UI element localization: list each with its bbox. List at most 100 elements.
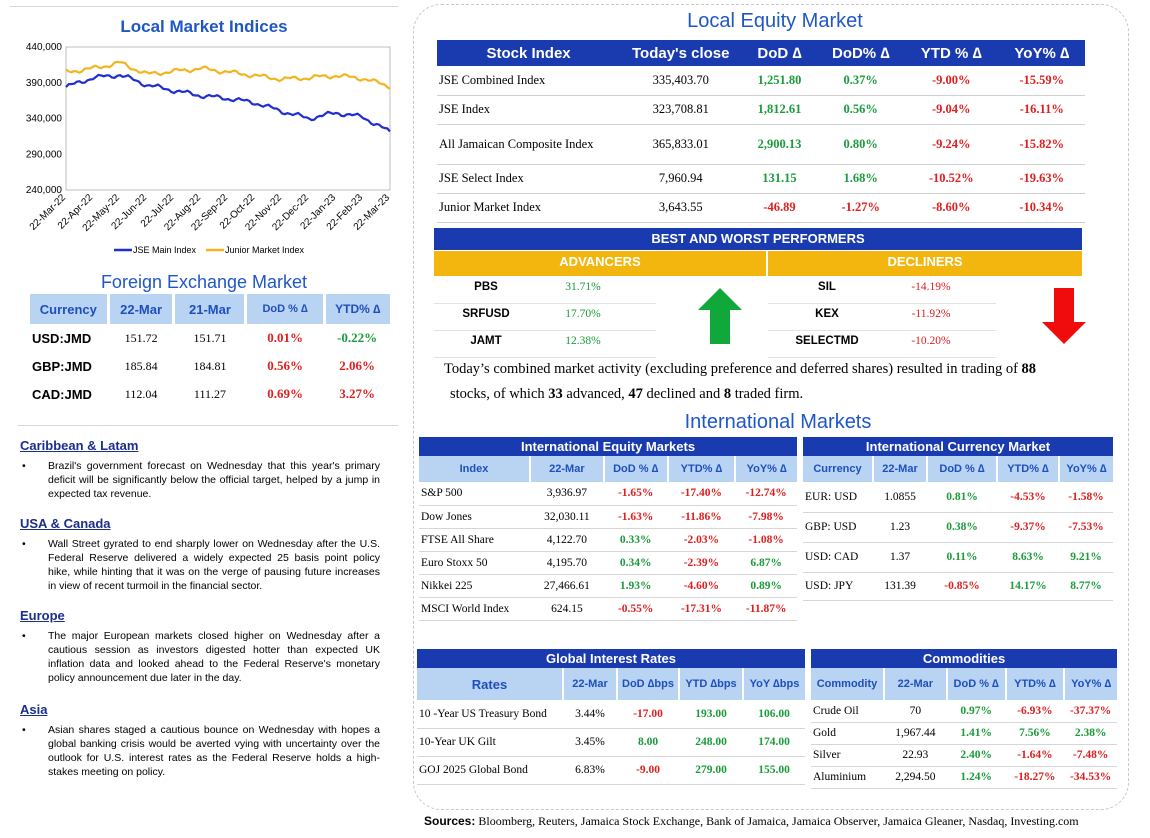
intl-eq-ytd: -4.60% <box>683 579 720 592</box>
intl-eq-name: Nikkei 225 <box>421 579 473 592</box>
fx-row: CAD:JMD 112.04 111.27 0.69% 3.27% <box>30 380 390 408</box>
rates-yoy: 174.00 <box>758 736 790 748</box>
fx-col-22mar: 22-Mar <box>106 294 174 324</box>
equity-dod: 1,251.80 <box>757 72 802 87</box>
rates-yoy: 106.00 <box>758 707 790 720</box>
rates-dod: -9.00 <box>636 764 660 776</box>
equity-row: All Jamaican Composite Index 365,833.01 2,… <box>437 124 1085 164</box>
rates-ytd: 279.00 <box>695 764 727 776</box>
intl-eq-value: 4,122.70 <box>546 533 588 546</box>
intl-eq-dod: -1.65% <box>617 487 654 500</box>
rates-dod: 8.00 <box>637 736 659 748</box>
commodities-table: Commodity 22-Mar DoD % ∆ YTD% ∆ YoY% ∆ C… <box>811 668 1117 789</box>
intl-eq-yoy: 0.89% <box>750 579 782 592</box>
equity-yoy: -16.11% <box>1019 102 1064 116</box>
news-item: Caribbean & Latam Brazil's government for… <box>20 438 380 501</box>
com-value: 1,967.44 <box>895 727 936 739</box>
intl-cur-yoy: 9.21% <box>1070 551 1102 563</box>
news-item: USA & Canada Wall Street gyrated to end s… <box>20 516 380 593</box>
intl-eq-row: Nikkei 225 27,466.61 1.93% -4.60% 0.89% <box>419 574 797 597</box>
news-heading[interactable]: Caribbean & Latam <box>20 438 139 453</box>
equity-row: JSE Combined Index 335,403.70 1,251.80 0.37… <box>437 66 1085 95</box>
equity-col-close: Today's close <box>632 44 730 62</box>
intl-eq-name: MSCI World Index <box>421 602 510 615</box>
intl-eq-yoy: -7.98% <box>748 510 784 523</box>
equity-dodp: 0.56% <box>843 102 878 116</box>
rates-yoy: 155.00 <box>758 764 790 776</box>
intl-eq-col-dod: DoD % ∆ <box>602 456 668 482</box>
rates-ytd: 248.00 <box>695 736 727 748</box>
news-item: Europe The major European markets closed … <box>20 608 380 685</box>
intl-eq-dod: 1.93% <box>619 579 652 592</box>
intl-eq-ytd: -17.31% <box>680 602 723 615</box>
equity-ytd: -10.52% <box>928 171 974 185</box>
equity-table: Stock Index Today's close DoD ∆ DoD% ∆ Y… <box>437 40 1085 223</box>
intl-eq-dod: 0.33% <box>619 533 652 546</box>
com-yoy: 2.38% <box>1074 727 1107 739</box>
news-heading[interactable]: USA & Canada <box>20 516 111 531</box>
com-name: Gold <box>813 727 836 739</box>
intl-cur-value: 1.23 <box>889 521 911 533</box>
equity-yoy: -15.82% <box>1019 136 1065 151</box>
equity-index-name: All Jamaican Composite Index <box>439 136 594 151</box>
news-heading[interactable]: Europe <box>20 608 65 623</box>
rates-value: 6.83% <box>575 764 605 776</box>
com-yoy: -7.48% <box>1072 749 1109 761</box>
decliner-row: SIL -14.19% <box>768 277 996 304</box>
rates-panel: Global Interest Rates Rates 22-Mar DoD ∆… <box>417 649 805 785</box>
com-value: 2,294.50 <box>895 771 936 783</box>
fx-value-21mar: 184.81 <box>193 358 227 373</box>
intl-eq-value: 4,195.70 <box>546 556 588 569</box>
intl-currency-table: Currency 22-Mar DoD % ∆ YTD% ∆ YoY% ∆ EU… <box>803 456 1113 601</box>
summary-declined: 47 <box>628 386 643 402</box>
com-name: Crude Oil <box>813 704 859 717</box>
intl-eq-row: Euro Stoxx 50 4,195.70 0.34% -2.39% 6.87% <box>419 551 797 574</box>
intl-cur-row: GBP: USD 1.23 0.38% -9.37% -7.53% <box>803 512 1113 542</box>
intl-cur-name: GBP: USD <box>805 521 857 533</box>
equity-dod: 131.15 <box>762 171 797 185</box>
equity-close: 3,643.55 <box>658 200 703 214</box>
intl-cur-row: EUR: USD 1.0855 0.81% -4.53% -1.58% <box>803 482 1113 512</box>
decliner-row: SELECTMD -10.20% <box>768 331 996 358</box>
com-col-name: Commodity <box>816 678 878 690</box>
advancer-ticker: PBS <box>474 281 498 293</box>
decliner-row: KEX -11.92% <box>768 304 996 331</box>
intl-cur-col-ytd: YTD% ∆ <box>996 456 1059 482</box>
fx-col-ytd: YTD% ∆ <box>322 294 390 324</box>
intl-eq-name: S&P 500 <box>421 487 463 500</box>
equity-ytd: -9.24% <box>931 136 971 151</box>
news-heading[interactable]: Asia <box>20 702 48 717</box>
equity-dod: 1,812.61 <box>757 102 802 116</box>
right-panel <box>413 4 1129 810</box>
intl-cur-yoy: 8.77% <box>1070 580 1102 592</box>
intl-eq-name: Dow Jones <box>421 510 472 523</box>
fx-value-22mar: 185.84 <box>124 358 158 373</box>
com-dod: 0.97% <box>960 704 992 717</box>
rates-col-ytd: YTD ∆bps <box>678 668 743 700</box>
intl-eq-value: 624.15 <box>551 602 583 615</box>
intl-eq-value: 27,466.61 <box>543 579 590 592</box>
intl-eq-yoy: 6.87% <box>750 556 782 569</box>
fx-currency: USD:JMD <box>32 330 92 346</box>
fx-title: Foreign Exchange Market <box>100 272 308 292</box>
intl-equity-title: International Equity Markets <box>419 437 797 456</box>
fx-value-21mar: 151.71 <box>193 330 227 345</box>
equity-row: Junior Market Index 3,643.55 -46.89 -1.27% -… <box>437 193 1085 222</box>
intl-cur-value: 131.39 <box>884 580 916 592</box>
rates-col-yoy: YoY ∆bps <box>742 668 805 700</box>
com-row: Aluminium 2,294.50 1.24% -18.27% -34.53% <box>811 766 1117 788</box>
com-name: Aluminium <box>813 771 867 783</box>
commodities-panel: Commodities Commodity 22-Mar DoD % ∆ YTD… <box>811 649 1117 789</box>
fx-ytd: 3.27% <box>339 386 375 401</box>
intl-cur-ytd: -9.37% <box>1010 521 1046 533</box>
com-ytd: -1.64% <box>1017 749 1053 761</box>
y-tick-label: 240,000 <box>26 185 63 196</box>
y-tick-label: 290,000 <box>26 149 63 160</box>
fx-dod: 0.01% <box>267 330 303 345</box>
y-tick-label: 340,000 <box>26 114 63 125</box>
equity-close: 7,960.94 <box>658 171 703 185</box>
equity-yoy: -15.59% <box>1019 72 1065 87</box>
intl-cur-name: EUR: USD <box>805 490 858 503</box>
com-yoy: -37.37% <box>1070 704 1112 717</box>
rates-name: 10-Year UK Gilt <box>419 736 496 748</box>
